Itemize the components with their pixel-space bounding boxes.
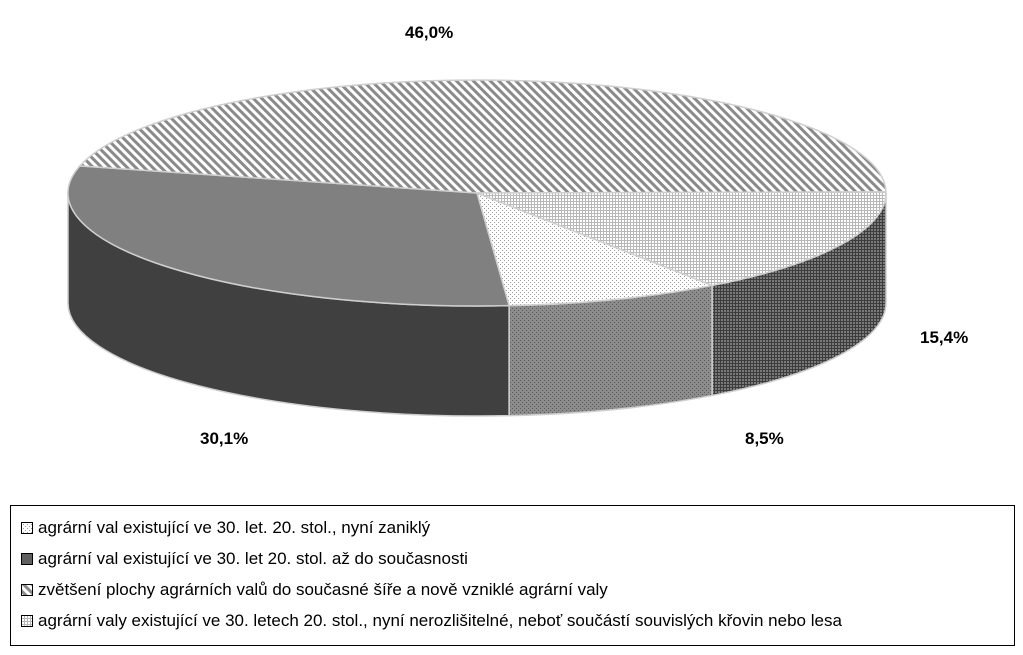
pie-slice-zvetseni-plochy-agrarnich-valu-do-soucas [78,79,887,194]
legend-item-zaniklý: agrární val existující ve 30. let. 20. s… [21,512,1014,543]
legend-label: agrární val existující ve 30. let. 20. s… [38,517,431,537]
legend-swatch-crosshatch [21,614,33,627]
legend-swatch-dotted [21,521,33,534]
slice-value-label: 30,1% [200,429,248,448]
pie-slice-agrarni-val-existujici-ve-30-let-20-stol [475,191,715,307]
legend-item-zvetseni: zvětšení plochy agrárních valů do součas… [21,574,1014,605]
legend-item-nerozlisitelne: agrární valy existující ve 30. letech 20… [21,605,1014,636]
legend: agrární val existující ve 30. let. 20. s… [10,505,1015,646]
legend-label: agrární valy existující ve 30. letech 20… [38,610,842,630]
legend-swatch-hatch [21,583,33,596]
pie-chart: 8,5% 30,1% 46,0% 15,4% [67,23,968,448]
legend-item-soucasnost: agrární val existující ve 30. let 20. st… [21,543,1014,574]
pie-slice-agrarni-valy-existujici-ve-30-letech-20- [476,191,887,287]
slice-value-label: 8,5% [745,429,784,448]
legend-label: zvětšení plochy agrárních valů do součas… [38,579,608,599]
slice-value-label: 46,0% [405,23,453,42]
pie-slice-agrarni-val-existujici-ve-30-let-20-stol [67,165,511,307]
legend-swatch-solid [21,552,33,565]
legend-label: agrární val existující ve 30. let 20. st… [38,548,468,568]
slice-value-label: 15,4% [920,328,968,347]
